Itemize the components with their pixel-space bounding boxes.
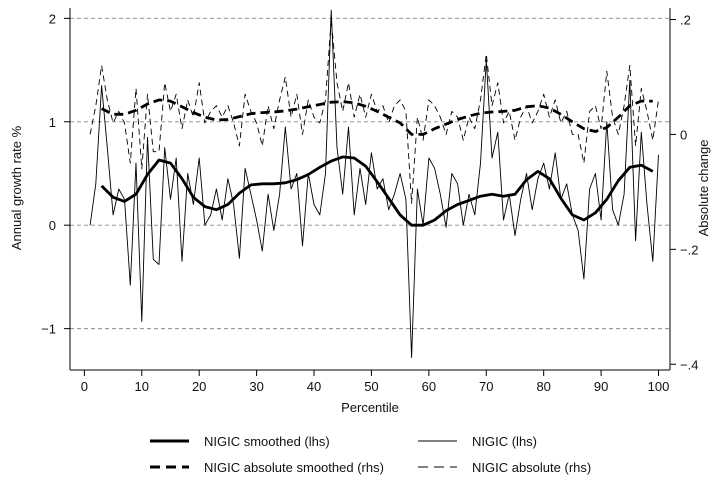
x-tick-label: 10 (135, 379, 149, 394)
legend-label: NIGIC absolute smoothed (rhs) (204, 460, 384, 475)
left-axis-title: Annual growth rate % (9, 125, 24, 250)
y-right-tick-label: 0 (680, 127, 687, 142)
series-line-nigic-smoothed-lhs (100, 155, 654, 227)
x-tick-label: 70 (479, 379, 493, 394)
x-tick-label: 80 (536, 379, 550, 394)
series-line-nigic-absolute-rhs (89, 19, 659, 204)
legend-entry-nigic-smoothed: NIGIC smoothed (lhs) (150, 434, 330, 449)
y-right-tick-label: −.4 (680, 357, 698, 372)
x-tick-label: 100 (648, 379, 670, 394)
x-tick-label: 60 (422, 379, 436, 394)
y-left-tick-label: 0 (49, 218, 56, 233)
legend-entry-nigic: NIGIC (lhs) (418, 434, 537, 449)
legend-label: NIGIC smoothed (lhs) (204, 434, 330, 449)
right-axis-title: Absolute change (696, 140, 711, 237)
y-right-tick-label: .2 (680, 12, 691, 27)
ticks-layer: 0 10 20 30 40 50 60 70 80 90 100 −1 0 1 2 −.4 −.2 0 .2 (41, 11, 698, 394)
series-line-nigic-lhs (89, 9, 659, 359)
y-left-tick-label: 1 (49, 115, 56, 130)
series-line-nigic-absolute-smoothed-rhs (100, 98, 653, 136)
legend-entry-nigic-absolute: NIGIC absolute (rhs) (418, 460, 591, 475)
y-right-tick-label: −.2 (680, 242, 698, 257)
legend-label: NIGIC absolute (rhs) (472, 460, 591, 475)
legend-label: NIGIC (lhs) (472, 434, 537, 449)
x-tick-label: 40 (307, 379, 321, 394)
x-tick-label: 90 (594, 379, 608, 394)
x-tick-label: 50 (364, 379, 378, 394)
x-tick-label: 20 (192, 379, 206, 394)
series-layer (89, 9, 659, 359)
legend: NIGIC smoothed (lhs) NIGIC (lhs) NIGIC a… (150, 434, 591, 475)
axes (69, 8, 671, 371)
y-left-tick-label: −1 (41, 322, 56, 337)
legend-entry-nigic-absolute-smoothed: NIGIC absolute smoothed (rhs) (150, 460, 384, 475)
x-tick-label: 0 (81, 379, 88, 394)
y-left-tick-label: 2 (49, 11, 56, 26)
x-tick-label: 30 (249, 379, 263, 394)
x-axis-title: Percentile (341, 400, 399, 415)
